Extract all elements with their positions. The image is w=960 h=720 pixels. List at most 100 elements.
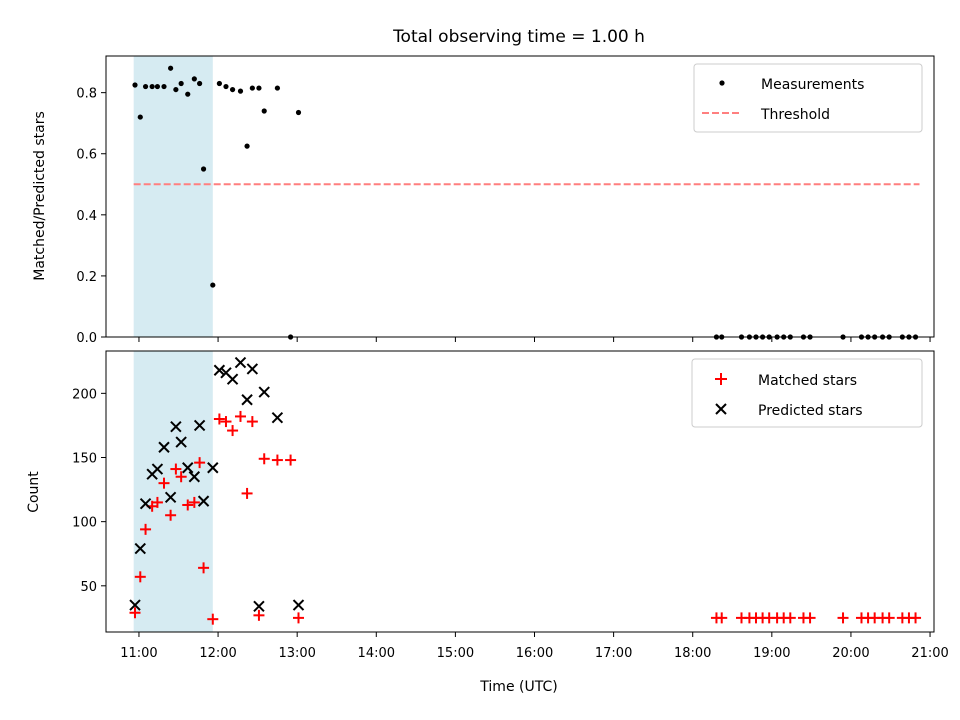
predicted-stars-point [193,419,206,432]
matched-stars-point [246,416,258,428]
measurements-point [168,65,174,71]
bottom-y-tick-label: 50 [80,580,97,595]
measurements-point [161,83,167,90]
matched-stars-point [182,499,194,511]
top-y-axis-label: Matched/Predicted stars [32,111,48,281]
matched-stars-point [170,463,182,475]
predicted-stars-point [226,373,239,385]
legend-marker-measurements [719,80,725,86]
matched-stars-point [140,523,152,535]
legend-label-threshold: Threshold [760,107,830,123]
matched-stars-point [165,509,177,521]
legend-marker-matched-stars [715,373,727,385]
matched-stars-point [837,612,849,624]
predicted-stars-point [129,599,141,611]
measurements-point [216,80,222,87]
bottom-legend: Matched stars Predicted stars [691,358,923,428]
top-panel-frame [105,55,935,338]
measurements-point [173,86,179,93]
measurements-point [256,85,262,91]
matched-stars-point [285,454,297,466]
matched-stars-point [241,487,253,499]
measurements-point [237,88,244,94]
legend-label-predicted-stars: Predicted stars [758,403,863,419]
legend-marker-predicted-stars [715,403,727,415]
top-legend: Measurements Threshold [693,63,923,133]
predicted-stars-point [134,542,146,555]
matched-stars-point [234,410,246,422]
bottom-panel-shade [133,351,213,632]
measurements-point [149,83,155,90]
matched-stars-point [129,607,141,619]
predicted-stars-point [253,600,265,613]
measurements-point [137,114,143,120]
bottom-y-axis-label: Count [26,471,42,513]
x-tick-label: 20:00 [832,646,869,661]
matched-stars-point [213,413,225,425]
measurements-point [223,83,229,90]
measurements-point [191,76,197,82]
measurements-point [200,166,207,172]
measurements-point [261,108,267,114]
measurements-point [249,85,255,91]
x-tick-label: 16:00 [516,646,553,661]
bottom-legend-box [691,358,923,428]
measurements-point [154,83,161,90]
predicted-stars-point [164,491,177,503]
predicted-stars-point [271,412,284,424]
predicted-stars-point [292,599,305,611]
predicted-stars-point [234,356,247,369]
bottom-y-ticks: 50 100 150 200 [72,387,106,595]
predicted-stars-point [207,462,219,474]
matched-stars-point [175,471,187,483]
predicted-stars-point [213,364,226,376]
matched-stars-point [784,612,796,624]
predicted-stars-point [246,363,259,375]
measurements-point [132,82,138,88]
x-tick-label: 14:00 [358,646,395,661]
top-y-tick-label: 0.0 [76,331,97,346]
predicted-stars-point [158,441,170,453]
measurements-point [178,80,184,87]
matched-stars-point [198,562,210,574]
predicted-stars-point [241,394,253,406]
matched-stars-point [151,496,163,508]
predicted-stars-point [139,497,152,510]
x-tick-label: 13:00 [278,646,315,661]
predicted-stars-point [182,462,194,474]
top-panel-shade [133,56,213,337]
bottom-marks [129,356,922,625]
matched-stars-point [227,425,239,437]
top-legend-box [693,63,923,133]
x-tick-label: 15:00 [437,646,474,661]
matched-stars-point [910,612,922,624]
legend-label-matched-stars: Matched stars [758,373,857,389]
measurements-point [295,109,302,116]
matched-stars-point [220,416,232,428]
top-x-ticks [138,337,931,342]
figure-title: Total observing time = 1.00 h [392,27,645,47]
top-y-tick-label: 0.8 [76,87,97,102]
legend-label-measurements: Measurements [761,77,864,93]
bottom-y-tick-label: 150 [72,451,97,466]
x-tick-label: 19:00 [753,646,790,661]
x-tick-label: 11:00 [120,646,157,661]
matched-stars-point [883,612,895,624]
measurements-point [142,83,149,90]
matched-stars-point [158,477,170,489]
measurements-point [185,91,191,97]
bottom-y-tick-label: 100 [72,516,97,531]
measurements-point [244,143,250,149]
matched-stars-point [258,453,270,465]
matched-stars-point [194,457,206,469]
matched-stars-point [271,454,283,466]
predicted-stars-point [258,386,270,398]
top-panel: 0.00.20.40.60.8 Matched/Predicted stars … [32,55,935,346]
matched-stars-point [207,613,219,625]
measurements-point [197,80,203,87]
measurements-point [274,85,281,91]
measurements-point [229,86,236,93]
measurements-point [210,282,216,288]
matched-stars-point [253,609,265,621]
matched-stars-point [188,496,200,508]
